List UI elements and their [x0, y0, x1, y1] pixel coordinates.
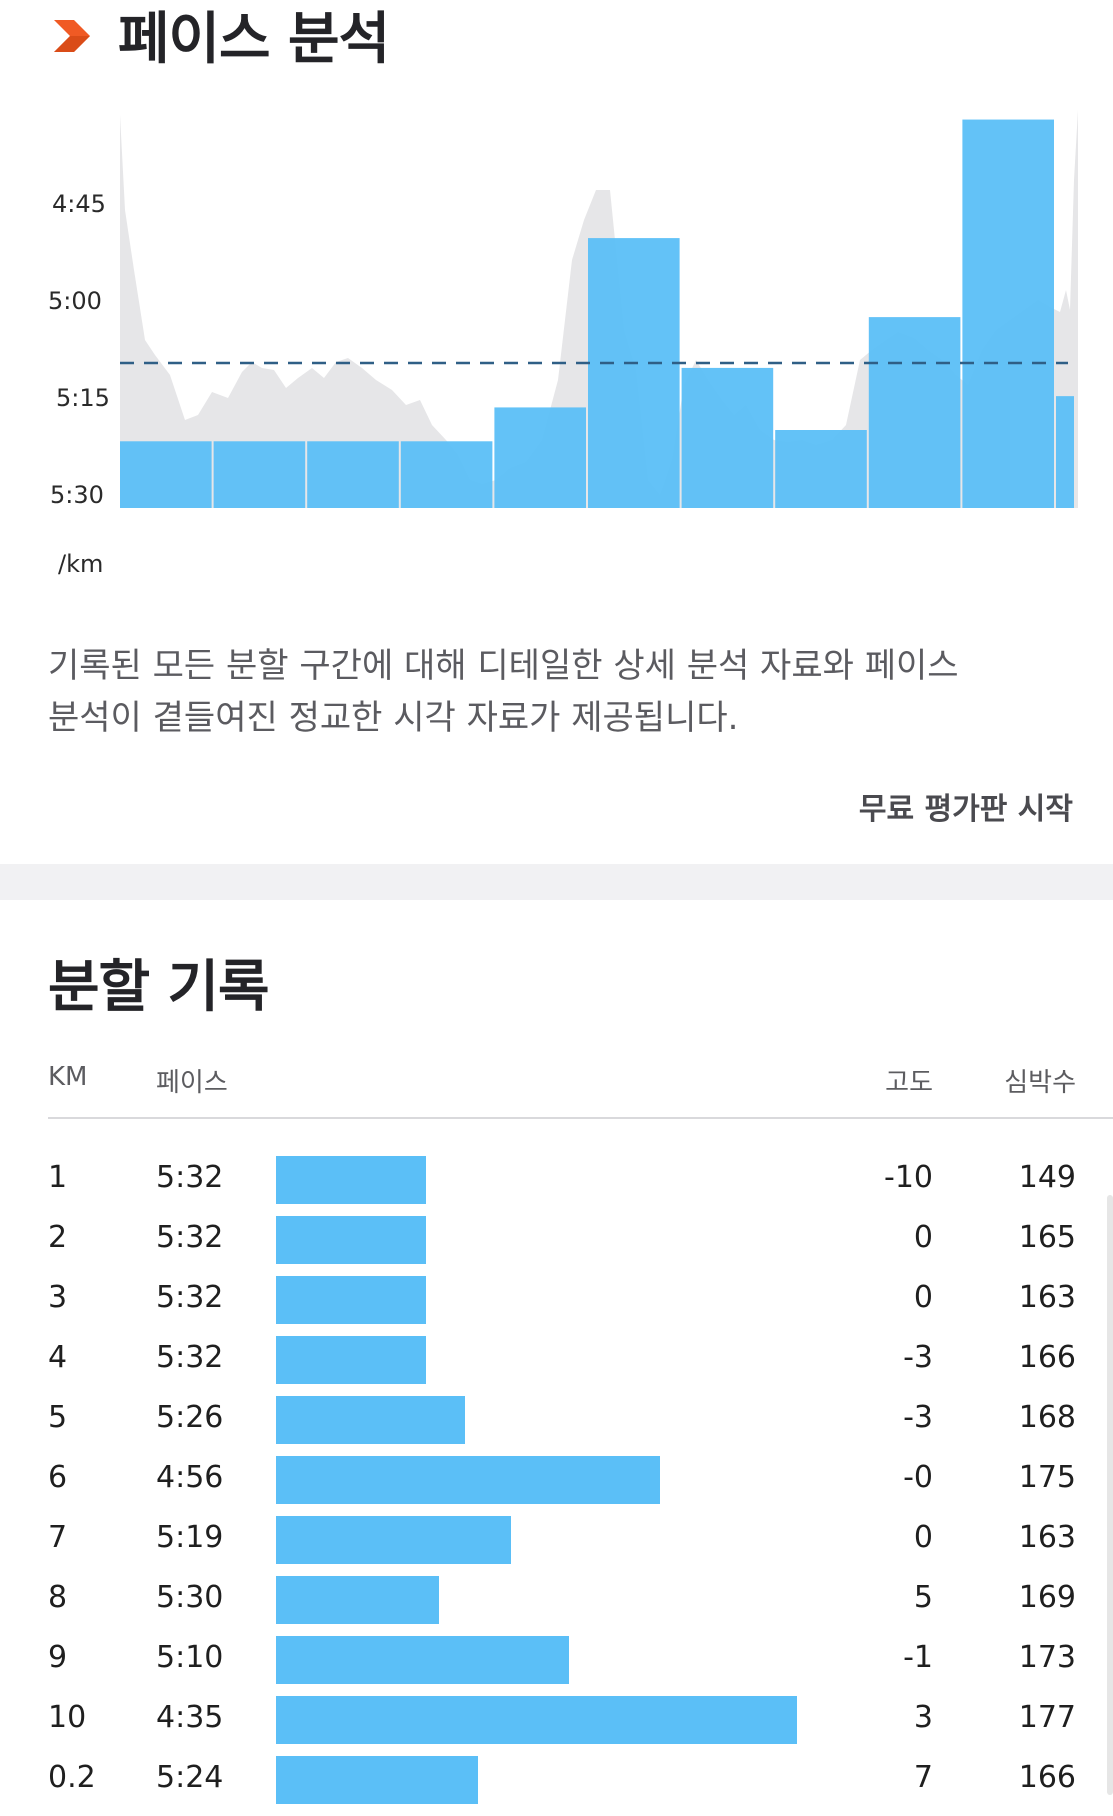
split-elevation: 3	[913, 1700, 933, 1735]
table-header-divider	[48, 1117, 1113, 1119]
pace-chart-plot	[120, 110, 1078, 509]
split-pace: 5:24	[156, 1760, 224, 1795]
pace-bar	[962, 119, 1054, 509]
splits-title: 분할 기록	[48, 955, 270, 1020]
y-tick-label: 5:00	[48, 287, 102, 315]
description-line: 기록된 모든 분할 구간에 대해 디테일한 상세 분석 자료와 페이스	[48, 646, 959, 686]
header-pace: 페이스	[156, 1068, 228, 1098]
split-elevation: 7	[913, 1760, 933, 1795]
pace-bar	[868, 317, 961, 508]
split-pace-bar	[276, 1756, 478, 1804]
y-axis-unit-label: /km	[58, 550, 104, 578]
split-elevation: -1	[903, 1640, 933, 1675]
split-pace-bar	[276, 1636, 569, 1684]
y-tick-label: 5:30	[50, 481, 104, 509]
header-elevation: 고도	[885, 1068, 933, 1098]
split-km: 1	[48, 1160, 68, 1195]
split-elevation: -10	[884, 1160, 933, 1195]
split-pace: 5:32	[156, 1160, 224, 1195]
split-km: 8	[48, 1580, 68, 1615]
split-pace-bar	[276, 1396, 465, 1444]
pace-bar	[213, 441, 306, 508]
split-heart-rate: 166	[1018, 1760, 1076, 1795]
split-heart-rate: 173	[1018, 1640, 1076, 1675]
table-row[interactable]: 10 4:35 3 177	[0, 1688, 1113, 1748]
split-pace: 5:19	[156, 1520, 224, 1555]
split-pace: 5:30	[156, 1580, 224, 1615]
split-heart-rate: 163	[1018, 1520, 1076, 1555]
pace-analysis-description: 기록된 모든 분할 구간에 대해 디테일한 상세 분석 자료와 페이스 분석이 …	[48, 640, 1058, 744]
split-km: 4	[48, 1340, 68, 1375]
table-row[interactable]: 6 4:56 -0 175	[0, 1448, 1113, 1508]
split-pace: 4:35	[156, 1700, 224, 1735]
split-elevation: 0	[913, 1280, 933, 1315]
start-free-trial-button[interactable]: 무료 평가판 시작	[858, 792, 1073, 827]
chevron-right-icon	[54, 20, 90, 52]
split-pace: 4:56	[156, 1460, 224, 1495]
split-km: 10	[48, 1700, 87, 1735]
split-pace-bar	[276, 1336, 426, 1384]
pace-bar	[307, 441, 399, 508]
split-heart-rate: 165	[1018, 1220, 1076, 1255]
pace-bar	[120, 441, 212, 508]
split-elevation: 0	[913, 1520, 933, 1555]
split-heart-rate: 163	[1018, 1280, 1076, 1315]
pace-bar	[400, 441, 493, 508]
split-pace: 5:32	[156, 1220, 224, 1255]
y-tick-label: 4:45	[52, 190, 106, 218]
split-km: 6	[48, 1460, 68, 1495]
split-pace: 5:26	[156, 1400, 224, 1435]
section-divider	[0, 864, 1113, 900]
table-row[interactable]: 7 5:19 0 163	[0, 1508, 1113, 1568]
scrollbar[interactable]	[1107, 1195, 1113, 1795]
split-pace-bar	[276, 1216, 426, 1264]
split-km: 7	[48, 1520, 68, 1555]
pace-bar	[588, 238, 680, 509]
split-pace-bar	[276, 1156, 426, 1204]
split-heart-rate: 166	[1018, 1340, 1076, 1375]
split-km: 2	[48, 1220, 68, 1255]
split-elevation: -3	[903, 1400, 933, 1435]
table-row[interactable]: 9 5:10 -1 173	[0, 1628, 1113, 1688]
split-heart-rate: 175	[1018, 1460, 1076, 1495]
split-pace: 5:32	[156, 1280, 224, 1315]
table-row[interactable]: 1 5:32 -10 149	[0, 1148, 1113, 1208]
split-heart-rate: 149	[1018, 1160, 1076, 1195]
table-row[interactable]: 5 5:26 -3 168	[0, 1388, 1113, 1448]
pace-analysis-title: 페이스 분석	[118, 7, 390, 72]
split-heart-rate: 168	[1018, 1400, 1076, 1435]
table-row[interactable]: 3 5:32 0 163	[0, 1268, 1113, 1328]
table-row[interactable]: 2 5:32 0 165	[0, 1208, 1113, 1268]
pace-bar	[494, 407, 586, 508]
table-row[interactable]: 0.2 5:24 7 166	[0, 1748, 1113, 1808]
split-km: 3	[48, 1280, 68, 1315]
split-km: 0.2	[48, 1760, 96, 1795]
split-pace-bar	[276, 1516, 511, 1564]
split-heart-rate: 177	[1018, 1700, 1076, 1735]
split-elevation: -0	[903, 1460, 933, 1495]
table-row[interactable]: 4 5:32 -3 166	[0, 1328, 1113, 1388]
pace-analysis-card: 페이스 분석 4:45 5:00 5:15 5:30 /km 기록된 모든 분할…	[0, 0, 1113, 864]
split-heart-rate: 169	[1018, 1580, 1076, 1615]
y-tick-label: 5:15	[56, 384, 110, 412]
split-elevation: 0	[913, 1220, 933, 1255]
split-pace-bar	[276, 1276, 426, 1324]
split-pace-bar	[276, 1696, 797, 1744]
header-km: KM	[48, 1062, 88, 1092]
split-km: 9	[48, 1640, 68, 1675]
pace-bar	[1056, 396, 1074, 508]
split-pace-bar	[276, 1456, 660, 1504]
split-pace-bar	[276, 1576, 439, 1624]
split-elevation: -3	[903, 1340, 933, 1375]
header-heart-rate: 심박수	[1004, 1068, 1076, 1098]
pace-chart: 4:45 5:00 5:15 5:30 /km	[0, 100, 1113, 600]
pace-bar	[775, 430, 867, 508]
split-km: 5	[48, 1400, 68, 1435]
pace-bar	[681, 367, 774, 508]
description-line: 분석이 곁들여진 정교한 시각 자료가 제공됩니다.	[48, 698, 739, 738]
split-pace: 5:32	[156, 1340, 224, 1375]
split-pace: 5:10	[156, 1640, 224, 1675]
table-row[interactable]: 8 5:30 5 169	[0, 1568, 1113, 1628]
split-elevation: 5	[913, 1580, 933, 1615]
